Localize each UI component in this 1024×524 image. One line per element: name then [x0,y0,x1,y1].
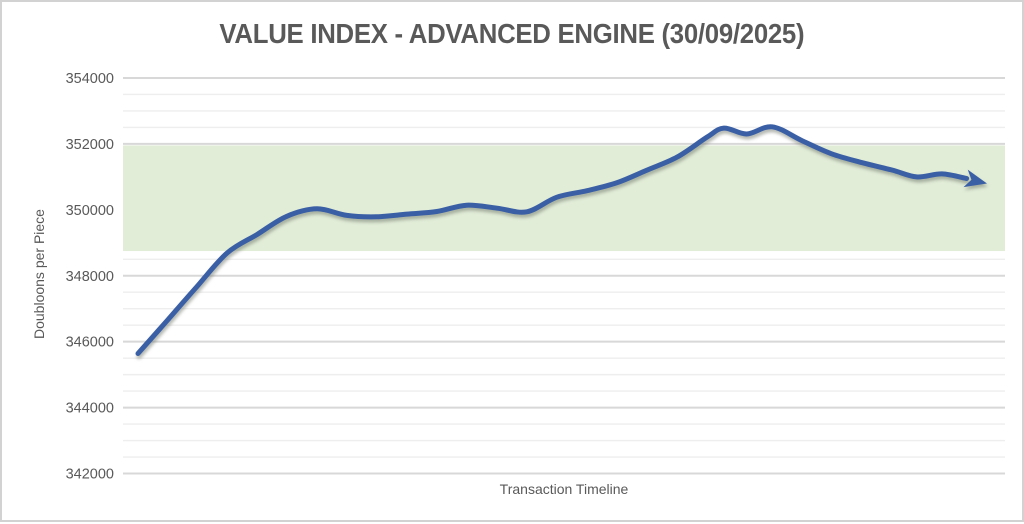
chart-title-text: VALUE INDEX - ADVANCED ENGINE (30/09/202… [219,18,805,49]
y-tick-label: 350000 [66,203,114,219]
x-axis-title: Transaction Timeline [499,481,629,497]
y-axis-title: Doubloons per Piece [31,209,47,339]
y-tick-label: 342000 [66,467,114,483]
y-tick-label: 352000 [66,137,114,153]
y-tick-label: 354000 [66,71,114,87]
y-tick-label: 344000 [66,401,114,417]
chart-title: VALUE INDEX - ADVANCED ENGINE (30/09/202… [2,18,1022,50]
line-end-arrow-icon [963,169,987,188]
value-index-series [135,124,987,356]
y-tick-label: 346000 [66,335,114,351]
value-line [135,124,970,356]
y-tick-label: 348000 [66,269,114,285]
